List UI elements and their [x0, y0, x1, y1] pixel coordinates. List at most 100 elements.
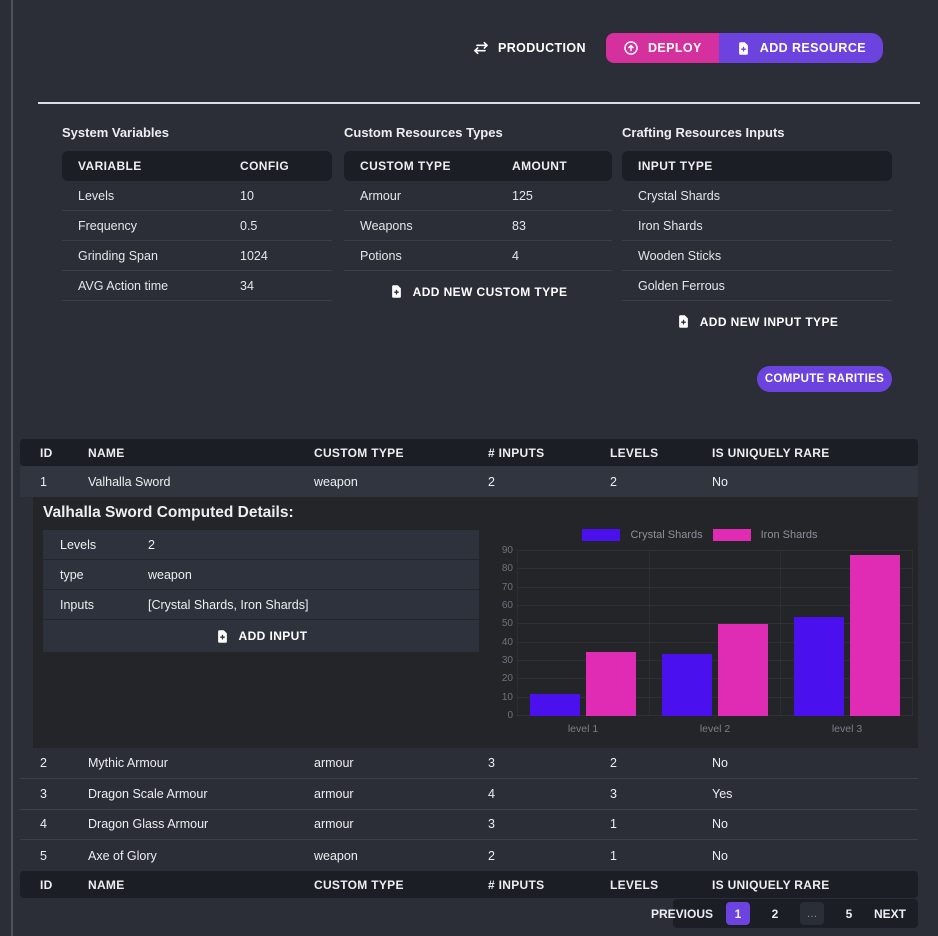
column-header: CONFIG — [240, 159, 290, 173]
table-row[interactable]: 3 Dragon Scale Armour armour 4 3 Yes — [20, 779, 918, 810]
column-header: # INPUTS — [488, 445, 545, 460]
column-header: NAME — [88, 877, 125, 892]
computed-details-panel: Valhalla Sword Computed Details: Levels 2… — [33, 497, 918, 748]
table-cell: No — [712, 848, 728, 863]
chart-gridline — [517, 678, 913, 680]
column-header: NAME — [88, 445, 125, 460]
table-cell: 5 — [40, 848, 47, 863]
y-axis-tick-label: 10 — [501, 691, 513, 703]
compute-rarities-button[interactable]: COMPUTE RARITIES — [757, 366, 892, 392]
table-cell: No — [712, 474, 728, 489]
table-row: Crystal Shards — [622, 181, 892, 211]
row-value: Crystal Shards — [638, 188, 720, 203]
table-row-expanded[interactable]: 1 Valhalla Sword weapon 2 2 No — [20, 466, 918, 497]
column-header: ID — [40, 445, 53, 460]
chart-bar — [662, 653, 712, 716]
chart-bar — [849, 554, 900, 716]
file-plus-icon — [215, 629, 230, 644]
column-header: INPUT TYPE — [638, 159, 713, 173]
previous-page-button[interactable]: PREVIOUS — [650, 906, 713, 921]
table-cell: No — [712, 817, 728, 832]
add-resource-button[interactable]: ADD RESOURCE — [718, 33, 883, 63]
page-number-list: 1 2 … 5 — [725, 902, 861, 925]
column-header: IS UNIQUELY RARE — [712, 877, 830, 892]
row-label: Potions — [360, 248, 402, 263]
y-axis-tick-label: 90 — [501, 545, 513, 556]
table-header: CUSTOM TYPE AMOUNT — [344, 151, 612, 181]
swap-arrows-icon — [473, 40, 489, 56]
table-cell: Mythic Armour — [88, 755, 168, 770]
panel-title: Custom Resources Types — [344, 125, 503, 140]
table-row: Iron Shards — [622, 211, 892, 241]
chart-gridline — [517, 605, 913, 606]
x-axis-label: level 2 — [699, 723, 731, 735]
table-row: Potions 4 — [344, 241, 612, 271]
chart-bar-group — [517, 551, 649, 716]
y-axis-tick-label: 30 — [501, 655, 513, 666]
chart-bar-groups — [517, 551, 913, 716]
table-cell: Yes — [712, 786, 733, 801]
x-axis-label: level 1 — [567, 723, 599, 735]
section-divider — [38, 102, 920, 104]
chart-gridline — [517, 660, 913, 661]
panel-title: Crafting Resources Inputs — [622, 125, 785, 140]
row-label: Armour — [360, 188, 401, 203]
table-cell: Dragon Glass Armour — [88, 817, 209, 832]
table-row[interactable]: 5 Axe of Glory weapon 2 1 No — [20, 840, 918, 871]
chart-gridline — [517, 623, 913, 625]
column-header: AMOUNT — [512, 159, 568, 173]
add-input-button[interactable]: ADD INPUT — [215, 629, 308, 644]
levels-bar-chart: Crystal Shards Iron Shards 0 10 20 30 40 50 60 7… — [485, 527, 915, 742]
chart-legend: Crystal Shards Iron Shards — [485, 527, 915, 543]
table-body: Levels 10 Frequency 0.5 Grinding Span 1024 AVG… — [62, 181, 332, 301]
detail-label: type — [60, 567, 84, 582]
table-cell: weapon — [314, 848, 358, 863]
table-header: INPUT TYPE — [622, 151, 892, 181]
column-header: ID — [40, 877, 53, 892]
detail-label: Inputs — [60, 597, 95, 612]
y-axis-tick-label: 60 — [501, 600, 513, 611]
chart-bar — [586, 651, 637, 716]
table-row: Golden Ferrous — [622, 271, 892, 301]
column-header: LEVELS — [610, 877, 659, 892]
column-header: LEVELS — [610, 445, 659, 460]
top-toolbar: PRODUCTION DEPLOY ADD RESOURCE — [459, 33, 883, 63]
legend-swatch — [712, 529, 751, 541]
row-value: 1024 — [240, 248, 268, 263]
row-value: Iron Shards — [638, 218, 703, 233]
add-new-custom-type-label: ADD NEW CUSTOM TYPE — [412, 284, 568, 299]
system-variables-panel: System Variables VARIABLE CONFIG Levels 1… — [62, 125, 332, 301]
row-value: 83 — [512, 218, 526, 233]
table-cell: 4 — [488, 786, 495, 801]
table-cell: weapon — [314, 474, 358, 489]
pagination-bar: PREVIOUS 1 2 … 5 NEXT — [651, 899, 918, 928]
table-row[interactable]: 4 Dragon Glass Armour armour 3 1 No — [20, 810, 918, 841]
table-cell: 2 — [610, 755, 617, 770]
table-row[interactable]: 2 Mythic Armour armour 3 2 No — [20, 748, 918, 779]
add-new-input-type-button[interactable]: ADD NEW INPUT TYPE — [676, 314, 839, 329]
column-header: # INPUTS — [488, 877, 545, 892]
add-resource-label: ADD RESOURCE — [759, 41, 866, 55]
table-cell: armour — [314, 817, 354, 832]
add-new-custom-type-button[interactable]: ADD NEW CUSTOM TYPE — [389, 284, 568, 299]
table-cell: 3 — [610, 786, 617, 801]
next-page-button[interactable]: NEXT — [873, 906, 906, 921]
table-row: Levels 10 — [62, 181, 332, 211]
page-number-button[interactable]: 5 — [845, 906, 853, 921]
deploy-button[interactable]: DEPLOY — [605, 33, 719, 63]
table-row: Frequency 0.5 — [62, 211, 332, 241]
chart-bar — [793, 617, 844, 716]
chart-x-axis-labels: level 1 level 2 level 3 — [517, 723, 913, 735]
table-body: Crystal Shards Iron Shards Wooden Sticks Go… — [622, 181, 892, 301]
legend-label: Crystal Shards — [630, 529, 703, 541]
table-cell: 1 — [610, 817, 617, 832]
row-value: Wooden Sticks — [638, 248, 722, 263]
production-button[interactable]: PRODUCTION — [459, 33, 600, 63]
page-number-button[interactable]: 1 — [725, 902, 750, 925]
custom-resources-panel: Custom Resources Types CUSTOM TYPE AMOUN… — [344, 125, 612, 299]
detail-value: weapon — [148, 567, 192, 582]
chart-bar — [718, 624, 768, 716]
page-number-button[interactable]: 2 — [771, 906, 779, 921]
page-ellipsis[interactable]: … — [799, 902, 824, 925]
